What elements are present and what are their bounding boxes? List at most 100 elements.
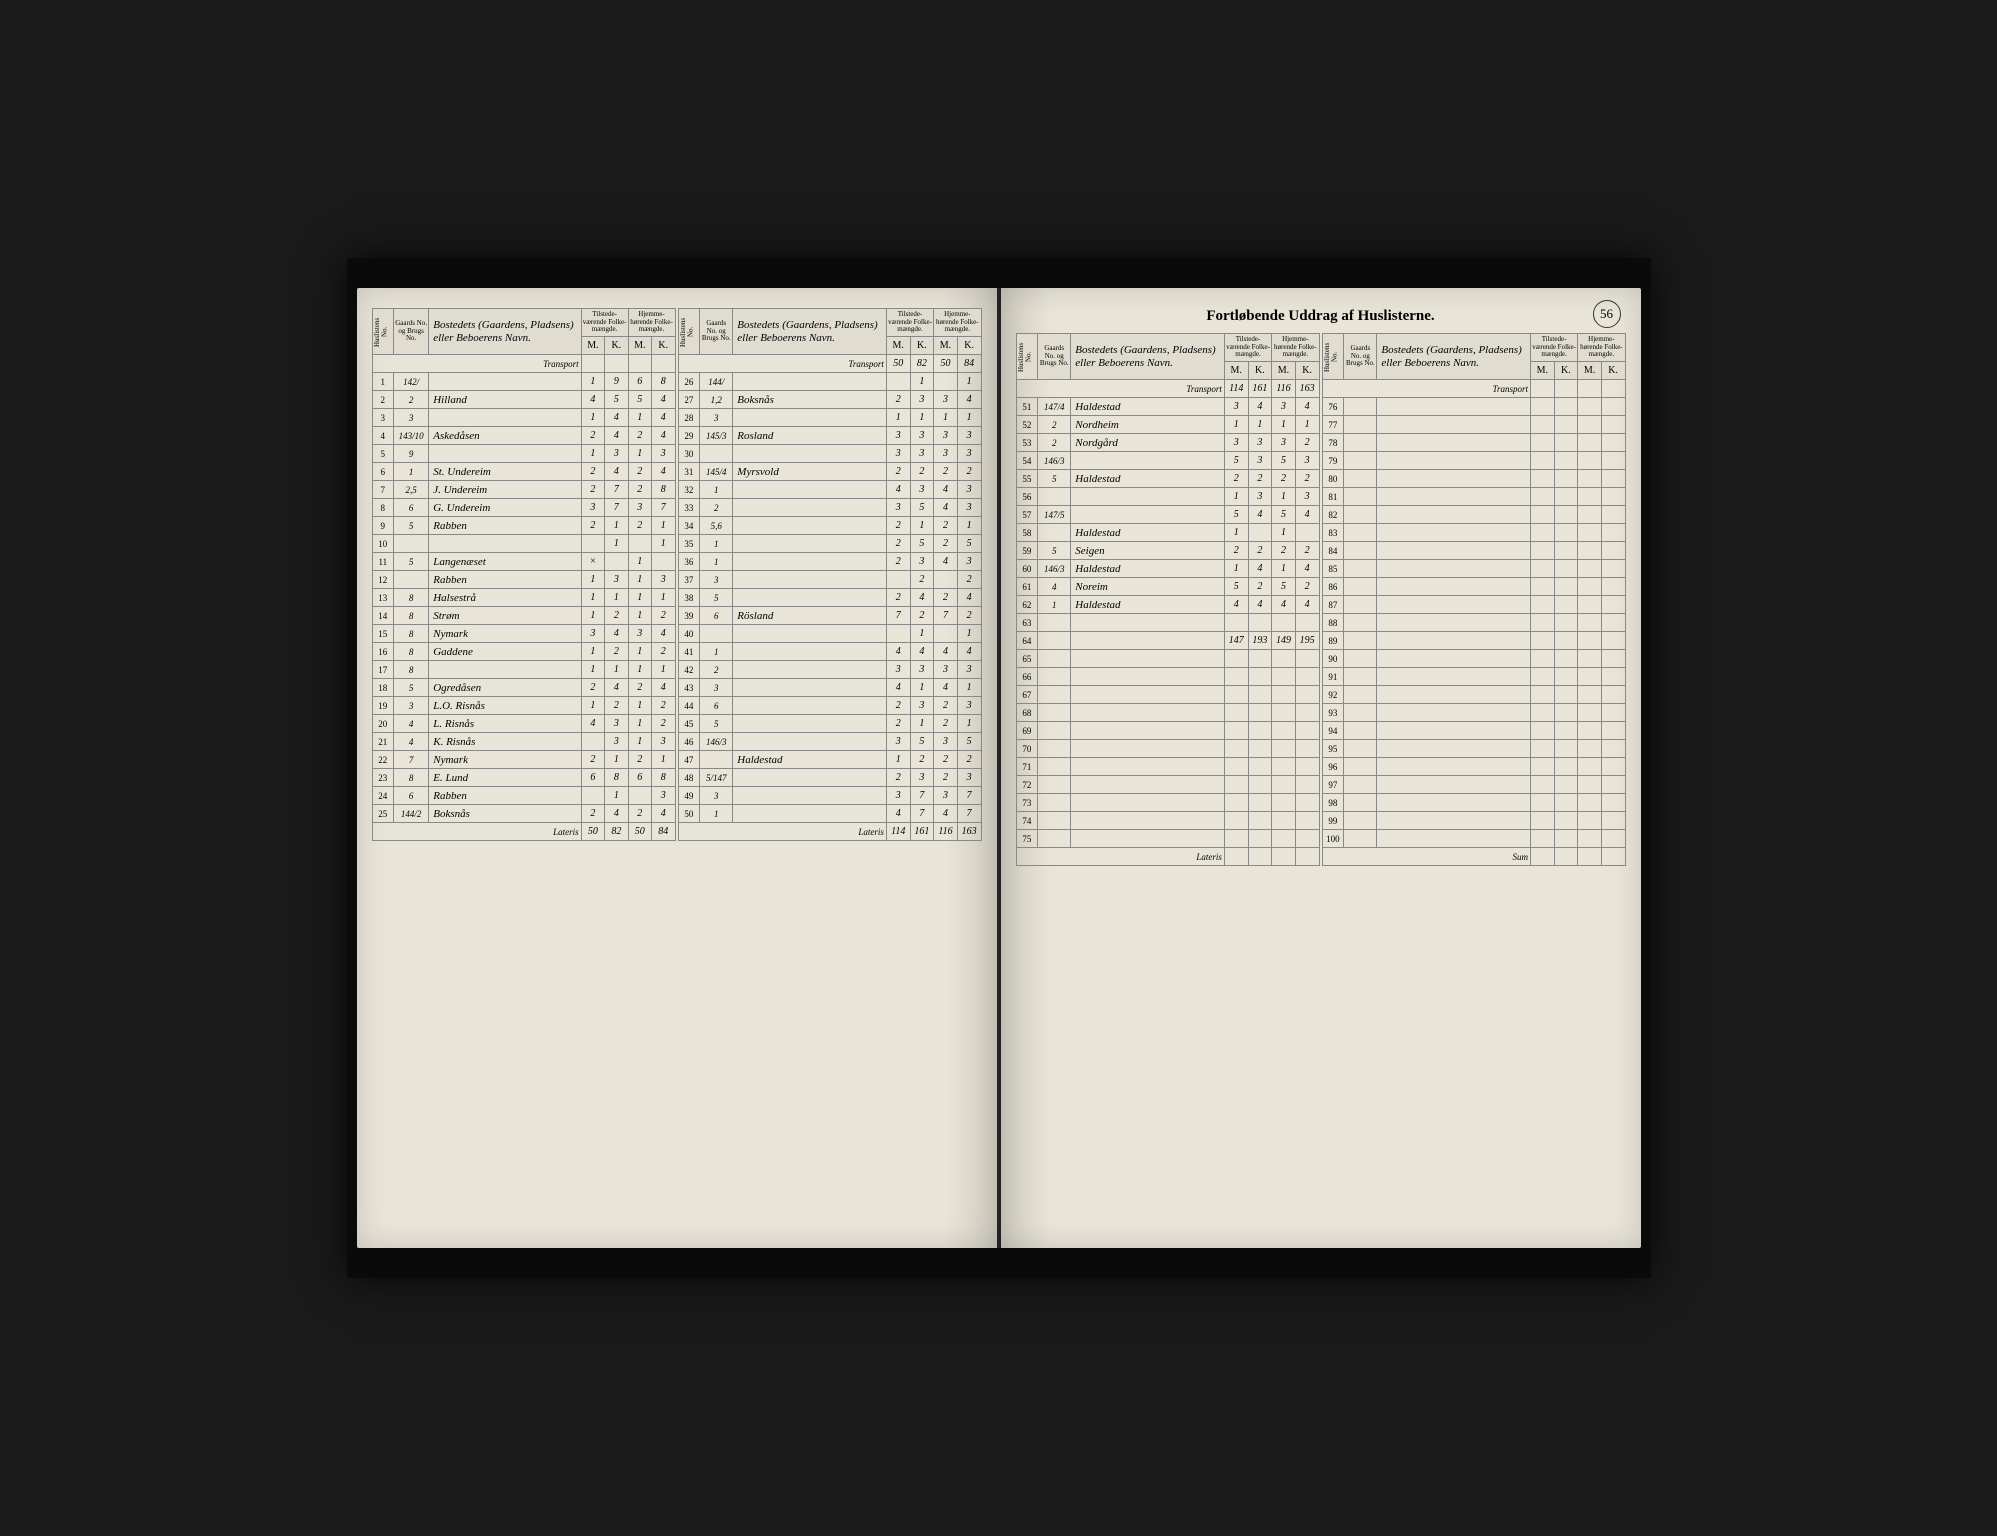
- ledger-row: 68: [1016, 704, 1319, 722]
- ledger-row: 3 3 1 4 1 4: [372, 409, 675, 427]
- transport-row: Transport 114 161 116 163: [1016, 380, 1319, 398]
- ledger-row: 86: [1322, 578, 1625, 596]
- ledger-row: 82: [1322, 506, 1625, 524]
- ledger-row: 72: [1016, 776, 1319, 794]
- ledger-row: 28 3 1 1 1 1: [678, 409, 981, 427]
- ledger-row: 52 2 Nordheim 1 1 1 1: [1016, 416, 1319, 434]
- ledger-row: 37 3 2 2: [678, 571, 981, 589]
- ledger-row: 93: [1322, 704, 1625, 722]
- lateris-row: Lateris 114 161 116 163: [678, 823, 981, 841]
- ledger-row: 100: [1322, 830, 1625, 848]
- ledger-row: 57 147/5 5 4 5 4: [1016, 506, 1319, 524]
- ledger-row: 76: [1322, 398, 1625, 416]
- ledger-row: 11 5 Langenæset × 1: [372, 553, 675, 571]
- ledger-row: 47 Haldestad 1 2 2 2: [678, 751, 981, 769]
- right-page: 56 Fortløbende Uddrag af Huslisterne. Hu…: [1001, 288, 1641, 1248]
- ledger-row: 89: [1322, 632, 1625, 650]
- ledger-row: 66: [1016, 668, 1319, 686]
- ledger-row: 50 1 4 7 4 7: [678, 805, 981, 823]
- ledger-row: 98: [1322, 794, 1625, 812]
- ledger-row: 87: [1322, 596, 1625, 614]
- ledger-row: 25 144/2 Boksnås 2 4 2 4: [372, 805, 675, 823]
- ledger-row: 64 147 193 149 195: [1016, 632, 1319, 650]
- lateris-row: Lateris: [1016, 848, 1319, 866]
- ledger-row: 69: [1016, 722, 1319, 740]
- ledger-row: 60 146/3 Haldestad 1 4 1 4: [1016, 560, 1319, 578]
- ledger-row: 73: [1016, 794, 1319, 812]
- ledger-row: 16 8 Gaddene 1 2 1 2: [372, 643, 675, 661]
- transport-row: Transport 50 82 50 84: [678, 355, 981, 373]
- lateris-row: Sum: [1322, 848, 1625, 866]
- ledger-row: 32 1 4 3 4 3: [678, 481, 981, 499]
- ledger-row: 95: [1322, 740, 1625, 758]
- left-page: Huslistens No. Gaards No. og Brugs No. B…: [357, 288, 997, 1248]
- ledger-row: 36 1 2 3 4 3: [678, 553, 981, 571]
- ledger-row: 63: [1016, 614, 1319, 632]
- ledger-row: 18 5 Ogredåsen 2 4 2 4: [372, 679, 675, 697]
- ledger-row: 55 5 Haldestad 2 2 2 2: [1016, 470, 1319, 488]
- ledger-row: 67: [1016, 686, 1319, 704]
- ledger-row: 31 145/4 Myrsvold 2 2 2 2: [678, 463, 981, 481]
- ledger-row: 92: [1322, 686, 1625, 704]
- ledger-row: 59 5 Seigen 2 2 2 2: [1016, 542, 1319, 560]
- left-section-1: Huslistens No. Gaards No. og Brugs No. B…: [372, 308, 676, 841]
- ledger-row: 54 146/3 5 3 5 3: [1016, 452, 1319, 470]
- ledger-row: 30 3 3 3 3: [678, 445, 981, 463]
- ledger-row: 83: [1322, 524, 1625, 542]
- ledger-row: 17 8 1 1 1 1: [372, 661, 675, 679]
- ledger-row: 90: [1322, 650, 1625, 668]
- ledger-row: 27 1,2 Boksnås 2 3 3 4: [678, 391, 981, 409]
- ledger-row: 61 4 Noreim 5 2 5 2: [1016, 578, 1319, 596]
- ledger-row: 46 146/3 3 5 3 5: [678, 733, 981, 751]
- left-section-2: Huslistens No. Gaards No. og Brugs No. B…: [678, 308, 982, 841]
- ledger-row: 14 8 Strøm 1 2 1 2: [372, 607, 675, 625]
- ledger-row: 79: [1322, 452, 1625, 470]
- ledger-row: 80: [1322, 470, 1625, 488]
- lateris-row: Lateris 50 82 50 84: [372, 823, 675, 841]
- ledger-row: 45 5 2 1 2 1: [678, 715, 981, 733]
- ledger-row: 85: [1322, 560, 1625, 578]
- ledger-row: 5 9 1 3 1 3: [372, 445, 675, 463]
- page-title: Fortløbende Uddrag af Huslisterne.: [1016, 308, 1626, 325]
- ledger-row: 26 144/ 1 1: [678, 373, 981, 391]
- ledger-row: 2 2 Hilland 4 5 5 4: [372, 391, 675, 409]
- transport-row: Transport: [372, 355, 675, 373]
- ledger-row: 34 5,6 2 1 2 1: [678, 517, 981, 535]
- ledger-row: 97: [1322, 776, 1625, 794]
- ledger-row: 15 8 Nymark 3 4 3 4: [372, 625, 675, 643]
- page-number: 56: [1593, 300, 1621, 328]
- ledger-row: 38 5 2 4 2 4: [678, 589, 981, 607]
- ledger-row: 49 3 3 7 3 7: [678, 787, 981, 805]
- ledger-row: 99: [1322, 812, 1625, 830]
- ledger-row: 10 1 1: [372, 535, 675, 553]
- ledger-row: 51 147/4 Haldestad 3 4 3 4: [1016, 398, 1319, 416]
- ledger-row: 62 1 Haldestad 4 4 4 4: [1016, 596, 1319, 614]
- ledger-row: 20 4 L. Risnås 4 3 1 2: [372, 715, 675, 733]
- ledger-row: 1 142/ 1 9 6 8: [372, 373, 675, 391]
- ledger-row: 9 5 Rabben 2 1 2 1: [372, 517, 675, 535]
- ledger-row: 23 8 E. Lund 6 8 6 8: [372, 769, 675, 787]
- ledger-row: 96: [1322, 758, 1625, 776]
- ledger-row: 7 2,5 J. Undereim 2 7 2 8: [372, 481, 675, 499]
- ledger-row: 29 145/3 Rosland 3 3 3 3: [678, 427, 981, 445]
- ledger-row: 19 3 L.O. Risnås 1 2 1 2: [372, 697, 675, 715]
- ledger-row: 78: [1322, 434, 1625, 452]
- ledger-row: 75: [1016, 830, 1319, 848]
- ledger-row: 94: [1322, 722, 1625, 740]
- ledger-row: 12 Rabben 1 3 1 3: [372, 571, 675, 589]
- ledger-row: 6 1 St. Undereim 2 4 2 4: [372, 463, 675, 481]
- ledger-book: Huslistens No. Gaards No. og Brugs No. B…: [347, 258, 1651, 1278]
- ledger-row: 43 3 4 1 4 1: [678, 679, 981, 697]
- ledger-row: 40 1 1: [678, 625, 981, 643]
- ledger-row: 22 7 Nymark 2 1 2 1: [372, 751, 675, 769]
- ledger-row: 84: [1322, 542, 1625, 560]
- ledger-row: 48 5/147 2 3 2 3: [678, 769, 981, 787]
- ledger-row: 41 1 4 4 4 4: [678, 643, 981, 661]
- ledger-row: 21 4 K. Risnås 3 1 3: [372, 733, 675, 751]
- ledger-row: 13 8 Halsestrå 1 1 1 1: [372, 589, 675, 607]
- ledger-row: 35 1 2 5 2 5: [678, 535, 981, 553]
- ledger-row: 42 2 3 3 3 3: [678, 661, 981, 679]
- ledger-row: 81: [1322, 488, 1625, 506]
- ledger-row: 53 2 Nordgård 3 3 3 2: [1016, 434, 1319, 452]
- right-section-1: Huslistens No. Gaards No. og Brugs No. B…: [1016, 333, 1320, 866]
